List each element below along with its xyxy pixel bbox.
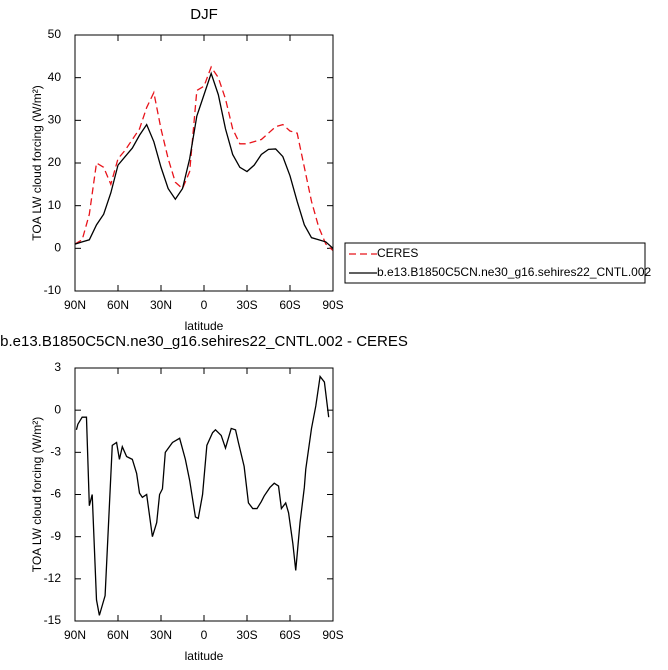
y-axis-label: TOA LW cloud forcing (W/m²) xyxy=(30,85,44,241)
y-tick-label: 40 xyxy=(48,70,62,84)
y-tick-label: -6 xyxy=(50,487,61,501)
y-axis-label: TOA LW cloud forcing (W/m²) xyxy=(30,417,44,573)
chart-title: b.e13.B1850C5CN.ne30_g16.sehires22_CNTL.… xyxy=(0,333,408,350)
plot-frame xyxy=(74,34,334,292)
x-tick-label: 30N xyxy=(150,298,172,312)
x-tick-label: 0 xyxy=(201,628,208,642)
x-axis-label: latitude xyxy=(185,319,224,333)
y-tick-label: 10 xyxy=(48,198,62,212)
y-tick-label: -3 xyxy=(50,445,61,459)
x-tick-label: 90N xyxy=(64,298,86,312)
x-tick-label: 60N xyxy=(107,298,129,312)
y-tick-label: 0 xyxy=(54,402,61,416)
x-tick-label: 60S xyxy=(279,628,300,642)
data-line xyxy=(74,71,334,249)
chart-title: DJF xyxy=(190,6,218,23)
y-tick-label: 0 xyxy=(54,241,61,255)
y-tick-label: 3 xyxy=(54,360,61,374)
x-tick-label: 90S xyxy=(322,628,343,642)
y-tick-label: -12 xyxy=(44,571,62,585)
y-tick-label: 50 xyxy=(48,27,62,41)
y-tick-label: 30 xyxy=(48,113,62,127)
y-tick-label: -9 xyxy=(50,529,61,543)
x-tick-label: 30S xyxy=(236,628,257,642)
x-tick-label: 60N xyxy=(107,628,129,642)
y-tick-label: -15 xyxy=(44,613,62,627)
legend-label: b.e13.B1850C5CN.ne30_g16.sehires22_CNTL.… xyxy=(377,265,652,279)
y-tick-label: -10 xyxy=(44,283,62,297)
legend-box xyxy=(344,242,646,284)
x-tick-label: 60S xyxy=(279,298,300,312)
data-line xyxy=(74,65,334,251)
x-axis-label: latitude xyxy=(185,649,224,663)
x-tick-label: 90N xyxy=(64,628,86,642)
x-tick-label: 30S xyxy=(236,298,257,312)
x-tick-label: 30N xyxy=(150,628,172,642)
y-tick-label: 20 xyxy=(48,155,62,169)
legend-label: CERES xyxy=(377,246,418,260)
plot-frame xyxy=(74,367,334,622)
x-tick-label: 90S xyxy=(322,298,343,312)
x-tick-label: 0 xyxy=(201,298,208,312)
data-line xyxy=(75,374,330,616)
